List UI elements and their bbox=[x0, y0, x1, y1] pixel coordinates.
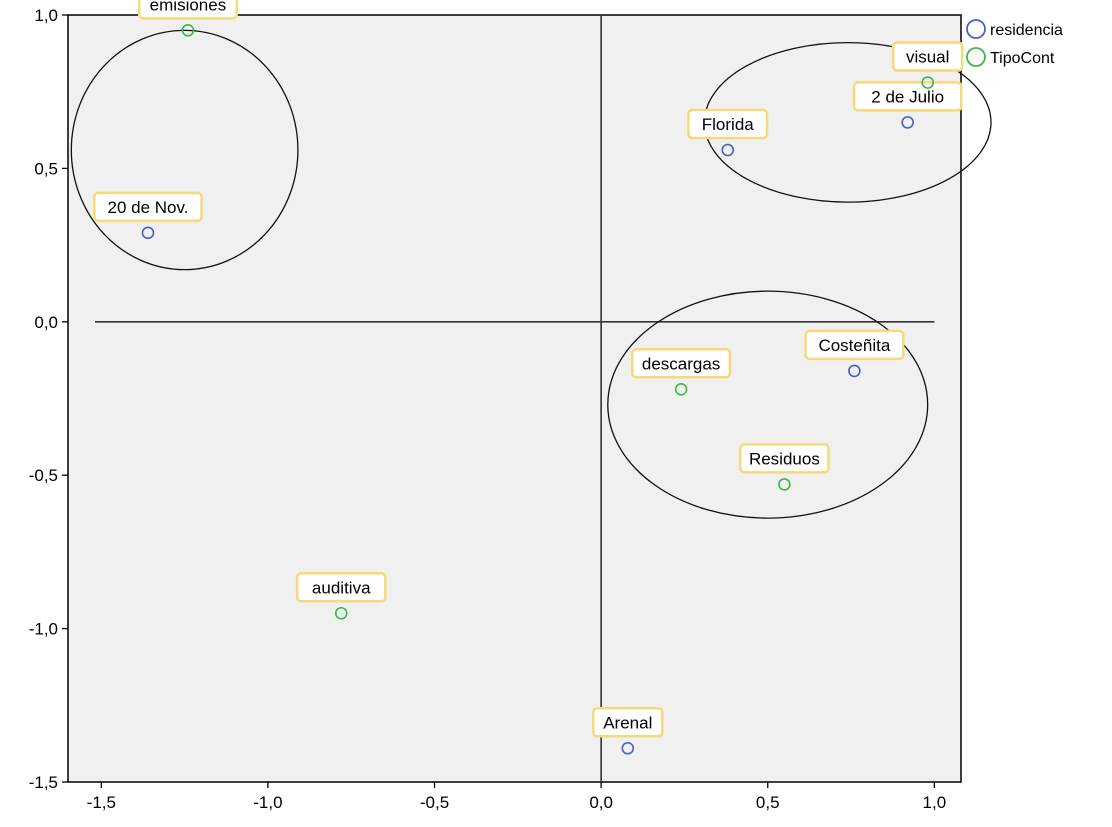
legend-label: residencia bbox=[990, 22, 1063, 39]
point-label-box bbox=[591, 707, 664, 738]
reference-lines bbox=[95, 15, 935, 782]
group-ellipse-1 bbox=[70, 29, 299, 271]
point-label-box bbox=[631, 348, 732, 379]
point-label: visual bbox=[906, 47, 949, 66]
x-tick-label: 0,0 bbox=[589, 793, 613, 812]
point-label: Residuos bbox=[749, 449, 820, 468]
y-tick-label: -1,5 bbox=[29, 773, 58, 792]
x-tick-label: 0,5 bbox=[756, 793, 780, 812]
point-label: Florida bbox=[702, 115, 755, 134]
y-axis-ticks: 1,0 0,5 0,0 -0,5 -1,0 -1,5 bbox=[29, 6, 68, 792]
point-label-box bbox=[93, 191, 203, 223]
tipocont-marker bbox=[674, 382, 688, 396]
y-tick-label: -1,0 bbox=[29, 620, 58, 639]
legend-item-residencia: residencia bbox=[966, 19, 1063, 39]
legend-item-tipocont: TipoCont bbox=[966, 47, 1055, 67]
point-emisiones: emisiones bbox=[137, 0, 239, 37]
point-visual: visual bbox=[891, 41, 964, 89]
point-auditiva: auditiva bbox=[295, 572, 387, 620]
tipocont-marker bbox=[181, 24, 195, 37]
residencia-marker bbox=[621, 741, 635, 755]
point-label-box bbox=[804, 329, 905, 361]
residencia-marker bbox=[901, 116, 914, 129]
point-2-de-julio: 2 de Julio bbox=[852, 81, 963, 129]
y-tick-label: -0,5 bbox=[29, 466, 58, 485]
point-label: Costeñita bbox=[818, 336, 890, 355]
data-points: 20 de Nov. Florida 2 de Julio Costeñita Aren… bbox=[93, 0, 964, 755]
point-label-box bbox=[137, 0, 239, 20]
point-residuos: Residuos bbox=[739, 443, 830, 491]
x-tick-label: -0,5 bbox=[420, 793, 449, 812]
y-tick-label: 1,0 bbox=[34, 6, 58, 25]
plot-area bbox=[67, 14, 962, 783]
residencia-marker bbox=[721, 143, 735, 157]
point-arenal: Arenal bbox=[591, 707, 664, 755]
point-label-box bbox=[687, 108, 769, 140]
residencia-marker bbox=[848, 364, 861, 378]
tipocont-marker bbox=[334, 606, 348, 620]
point-florida: Florida bbox=[687, 108, 769, 157]
legend-marker bbox=[966, 19, 986, 39]
point-label: 20 de Nov. bbox=[107, 198, 188, 217]
point-descargas: descargas bbox=[631, 348, 732, 396]
tipocont-marker bbox=[921, 76, 934, 89]
legend: residencia TipoCont bbox=[966, 19, 1063, 67]
point-label: emisiones bbox=[150, 0, 227, 14]
residencia-marker bbox=[141, 226, 155, 240]
point-label-box bbox=[891, 41, 964, 72]
y-tick-label: 0,0 bbox=[34, 313, 58, 332]
point-label: descargas bbox=[642, 354, 720, 373]
legend-label: TipoCont bbox=[990, 50, 1055, 67]
x-tick-label: 1,0 bbox=[923, 793, 947, 812]
point-label-box bbox=[739, 443, 830, 474]
point-label-box bbox=[295, 572, 387, 603]
point-label: Arenal bbox=[603, 713, 652, 732]
x-tick-label: -1,5 bbox=[87, 793, 116, 812]
y-tick-label: 0,5 bbox=[34, 159, 58, 178]
group-ellipse-3 bbox=[607, 290, 929, 519]
x-tick-label: -1,0 bbox=[253, 793, 282, 812]
x-axis-ticks: -1,5 -1,0 -0,5 0,0 0,5 1,0 bbox=[87, 782, 946, 812]
point-label-box bbox=[852, 81, 963, 112]
legend-marker bbox=[966, 47, 986, 67]
tipocont-marker bbox=[778, 478, 791, 491]
point-label: auditiva bbox=[312, 578, 371, 597]
point-coste-ita: Costeñita bbox=[804, 329, 905, 378]
point-label: 2 de Julio bbox=[871, 87, 944, 106]
group-ellipses bbox=[70, 29, 992, 519]
point-20-de-nov: 20 de Nov. bbox=[93, 191, 203, 240]
